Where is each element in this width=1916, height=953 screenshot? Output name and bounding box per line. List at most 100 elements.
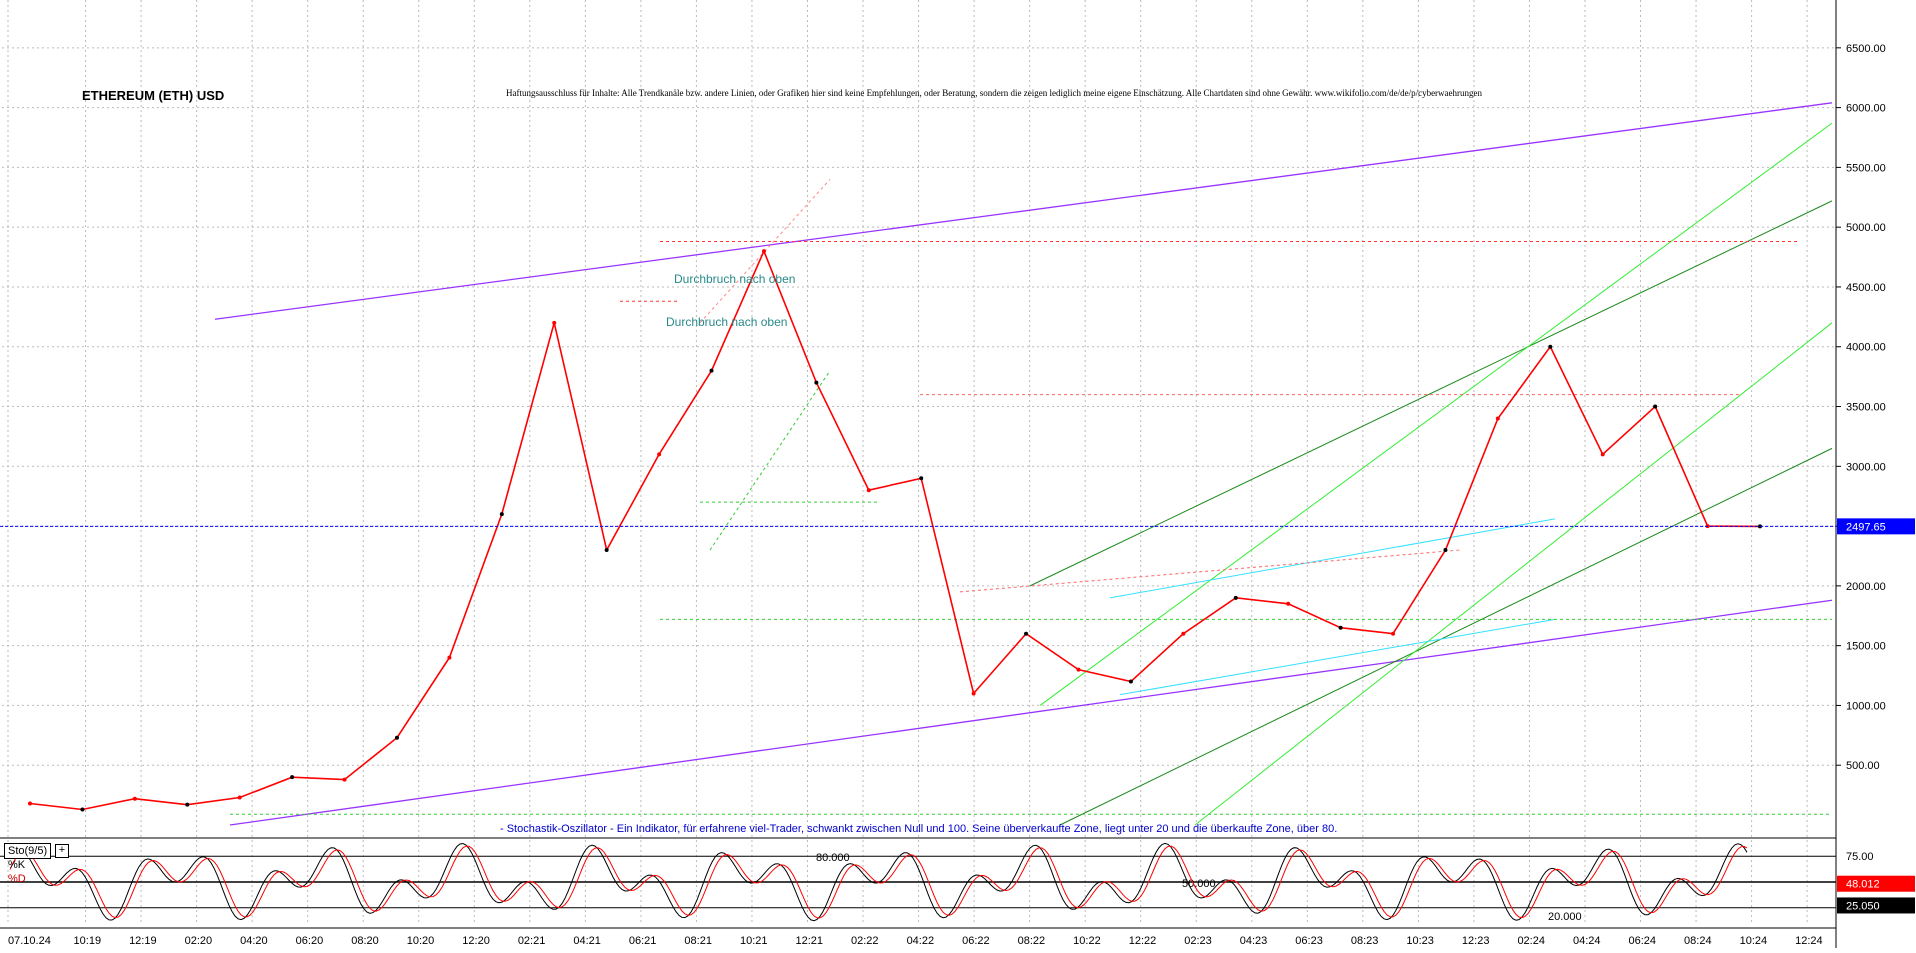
y-tick-label: 4500.00 (1846, 282, 1886, 294)
price-point (1548, 344, 1553, 349)
y-tick-label: 1000.00 (1846, 700, 1886, 712)
x-tick-label: 10:22 (1073, 935, 1101, 947)
price-point (185, 802, 190, 807)
x-tick-label: 12:23 (1462, 935, 1490, 947)
d-label: %D (8, 873, 26, 885)
osc-last-value-box-1 (1837, 875, 1915, 892)
x-tick-label: 12:21 (795, 935, 823, 947)
osc-d-line (9, 845, 1748, 919)
price-series-line (29, 249, 1761, 811)
price-point (1391, 631, 1396, 636)
x-tick-label: 12:24 (1795, 935, 1823, 947)
x-tick-label: 12:19 (129, 935, 157, 947)
price-point (290, 775, 295, 780)
price-point (971, 691, 976, 696)
price-point (28, 801, 32, 806)
price-point (1286, 601, 1291, 606)
price-point (709, 368, 714, 373)
x-tick-label: 02:23 (1184, 935, 1212, 947)
x-tick-label: 06:20 (296, 935, 324, 947)
x-tick-label: 06:21 (629, 935, 657, 947)
x-tick-label: 02:22 (851, 935, 879, 947)
x-tick-label: 10:23 (1406, 935, 1434, 947)
x-tick-label: 08:23 (1351, 935, 1379, 947)
price-point (866, 488, 871, 493)
cyan-line-2 (1119, 618, 1556, 696)
chart-title: ETHEREUM (ETH) USD (82, 88, 225, 103)
x-tick-label: 02:24 (1517, 935, 1545, 947)
price-point (1233, 595, 1238, 600)
y-tick-label: 6000.00 (1846, 103, 1886, 115)
x-tick-label: 04:23 (1240, 935, 1268, 947)
price-point (499, 512, 504, 517)
channel-lower (229, 599, 1833, 826)
x-tick-label: 02:21 (518, 935, 546, 947)
x-tick-label: 10:19 (74, 935, 102, 947)
y-tick-label: 3000.00 (1846, 461, 1886, 473)
price-point (132, 796, 137, 801)
price-point (394, 735, 399, 740)
x-tick-label: 02:20 (185, 935, 213, 947)
price-point (657, 452, 662, 457)
x-tick-label: 08:21 (684, 935, 712, 947)
trend-dark-1 (1029, 200, 1833, 587)
breakout-line (709, 370, 831, 551)
x-tick-label: 12:22 (1129, 935, 1157, 947)
indicator-name-box[interactable]: Sto(9/5) (4, 843, 52, 859)
price-point (1495, 416, 1500, 421)
x-tick-label: 08:20 (351, 935, 379, 947)
osc-level-20-label: 20.000 (1548, 911, 1582, 923)
y-tick-label: 1500.00 (1846, 641, 1886, 653)
cyan-line-1 (1109, 518, 1556, 599)
x-tick-label: 10:20 (407, 935, 435, 947)
x-tick-label: 04:22 (907, 935, 935, 947)
y-tick-label: 5500.00 (1846, 162, 1886, 174)
plus-icon[interactable]: + (55, 844, 69, 858)
osc-last-value-2: 25.050 (1846, 900, 1880, 912)
x-tick-label: 10:24 (1740, 935, 1768, 947)
last-price-label: 2497.65 (1846, 521, 1886, 533)
price-point (1128, 679, 1133, 684)
y-tick-label: 4000.00 (1846, 342, 1886, 354)
x-tick-label: 04:24 (1573, 935, 1601, 947)
disclaimer-text: Haftungsausschluss für Inhalte: Alle Tre… (506, 88, 1483, 98)
x-tick-label: 12:20 (462, 935, 490, 947)
y-tick-label: 2000.00 (1846, 581, 1886, 593)
y-tick-label: 6500.00 (1846, 43, 1886, 55)
price-point (1600, 452, 1605, 457)
price-point (237, 795, 242, 800)
osc-last-value-1: 48.012 (1846, 879, 1880, 891)
trend-light-2 (1194, 322, 1833, 826)
price-point (80, 807, 85, 812)
x-tick-label: 06:23 (1295, 935, 1323, 947)
price-point (1653, 404, 1658, 409)
price-point (604, 548, 609, 552)
y-tick-label: 3500.00 (1846, 402, 1886, 414)
k-label: %K (8, 859, 26, 871)
stochastic-note: - Stochastik-Oszillator - Ein Indikator,… (500, 823, 1338, 835)
x-tick-label: 10:21 (740, 935, 768, 947)
y-tick-label: 5000.00 (1846, 222, 1886, 234)
channel-upper (214, 102, 1833, 320)
x-tick-label: 04:20 (240, 935, 268, 947)
price-point (1024, 631, 1029, 636)
trend-dark-2 (1059, 447, 1833, 826)
x-tick-label: 07.10.24 (8, 935, 51, 947)
last-price-box (1837, 518, 1915, 535)
price-point (919, 476, 924, 481)
breakout-annotation-2: Durchbruch nach oben (666, 315, 788, 329)
price-point (1076, 667, 1081, 672)
osc-last-value-box-2 (1837, 897, 1915, 914)
breakout-annotation-1: Durchbruch nach oben (674, 272, 796, 286)
osc-level-80-label: 80.000 (816, 852, 850, 864)
price-point (552, 320, 557, 325)
x-tick-label: 06:24 (1629, 935, 1657, 947)
x-tick-label: 06:22 (962, 935, 990, 947)
price-point (1443, 548, 1448, 552)
trend-light-1 (1039, 122, 1833, 706)
price-point (1181, 631, 1186, 636)
price-point (447, 655, 452, 660)
osc-axis-label: 75.00 (1846, 851, 1874, 863)
